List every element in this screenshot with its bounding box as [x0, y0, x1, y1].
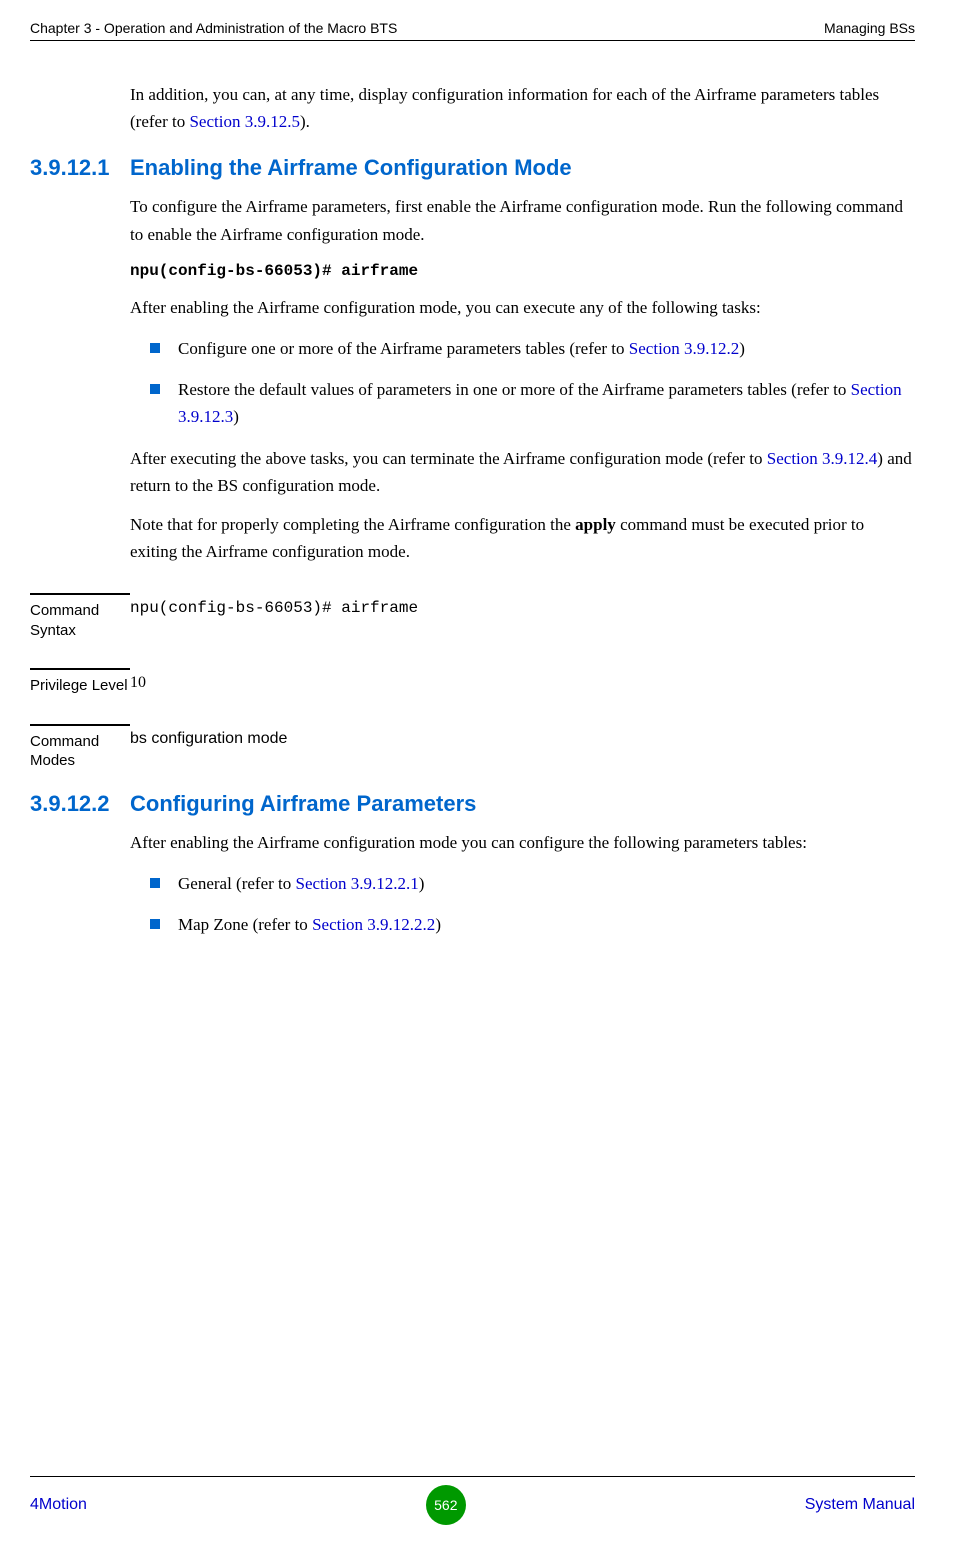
- s1-b1-link[interactable]: Section 3.9.12.2: [629, 339, 740, 358]
- s2-b2-t2: ): [435, 915, 441, 934]
- cmd-modes-row: Command Modes bs configuration mode: [30, 724, 915, 771]
- bullet-icon: [150, 919, 160, 929]
- bullet-icon: [150, 343, 160, 353]
- bullet-icon: [150, 384, 160, 394]
- s1-p3-link[interactable]: Section 3.9.12.4: [767, 449, 878, 468]
- s2-b2-link[interactable]: Section 3.9.12.2.2: [312, 915, 435, 934]
- priv-level-label: Privilege Level: [30, 668, 130, 696]
- page-number-badge: 562: [426, 1485, 466, 1525]
- s1-para1: To configure the Airframe parameters, fi…: [130, 193, 915, 247]
- s1-para2: After enabling the Airframe configuratio…: [130, 294, 915, 321]
- s2-bullet1: General (refer to Section 3.9.12.2.1): [150, 870, 915, 897]
- section-title: Enabling the Airframe Configuration Mode: [130, 155, 572, 181]
- s1-bullet1-text: Configure one or more of the Airframe pa…: [178, 335, 745, 362]
- cmd-modes-label: Command Modes: [30, 724, 130, 771]
- s1-p4-t1: Note that for properly completing the Ai…: [130, 515, 575, 534]
- header-left: Chapter 3 - Operation and Administration…: [30, 20, 397, 36]
- s1-para4: Note that for properly completing the Ai…: [130, 511, 915, 565]
- bullet-icon: [150, 878, 160, 888]
- s2-b1-t2: ): [419, 874, 425, 893]
- intro-paragraph: In addition, you can, at any time, displ…: [130, 81, 915, 135]
- s1-p4-bold: apply: [575, 515, 616, 534]
- s1-b2-t1: Restore the default values of parameters…: [178, 380, 851, 399]
- s2-b2-t1: Map Zone (refer to: [178, 915, 312, 934]
- footer-left: 4Motion: [30, 1496, 87, 1514]
- intro-text2: ).: [300, 112, 310, 131]
- cmd-syntax-value: npu(config-bs-66053)# airframe: [130, 593, 418, 617]
- s1-p3-t1: After executing the above tasks, you can…: [130, 449, 767, 468]
- cmd-modes-value: bs configuration mode: [130, 724, 287, 748]
- page-footer: 4Motion 562 System Manual: [30, 1476, 915, 1525]
- s2-bullet1-text: General (refer to Section 3.9.12.2.1): [178, 870, 424, 897]
- priv-level-value: 10: [130, 668, 146, 692]
- section-number: 3.9.12.2: [30, 791, 130, 817]
- section-heading-1: 3.9.12.1 Enabling the Airframe Configura…: [30, 155, 915, 181]
- cmd-syntax-row: Command Syntax npu(config-bs-66053)# air…: [30, 593, 915, 640]
- s2-para1: After enabling the Airframe configuratio…: [130, 829, 915, 856]
- s1-b1-t1: Configure one or more of the Airframe pa…: [178, 339, 629, 358]
- section-number: 3.9.12.1: [30, 155, 130, 181]
- s2-bullet2-text: Map Zone (refer to Section 3.9.12.2.2): [178, 911, 441, 938]
- s2-bullet2: Map Zone (refer to Section 3.9.12.2.2): [150, 911, 915, 938]
- section-heading-2: 3.9.12.2 Configuring Airframe Parameters: [30, 791, 915, 817]
- s1-b2-t2: ): [233, 407, 239, 426]
- section-title: Configuring Airframe Parameters: [130, 791, 476, 817]
- s1-bullet1: Configure one or more of the Airframe pa…: [150, 335, 915, 362]
- footer-right: System Manual: [805, 1496, 915, 1514]
- s1-bullet2-text: Restore the default values of parameters…: [178, 376, 915, 430]
- page-header: Chapter 3 - Operation and Administration…: [30, 20, 915, 41]
- priv-level-row: Privilege Level 10: [30, 668, 915, 696]
- s2-b1-link[interactable]: Section 3.9.12.2.1: [296, 874, 419, 893]
- s1-command: npu(config-bs-66053)# airframe: [130, 262, 915, 280]
- s1-bullet2: Restore the default values of parameters…: [150, 376, 915, 430]
- s2-b1-t1: General (refer to: [178, 874, 296, 893]
- cmd-syntax-label: Command Syntax: [30, 593, 130, 640]
- intro-link[interactable]: Section 3.9.12.5: [189, 112, 300, 131]
- header-right: Managing BSs: [824, 20, 915, 36]
- s1-b1-t2: ): [739, 339, 745, 358]
- s1-para3: After executing the above tasks, you can…: [130, 445, 915, 499]
